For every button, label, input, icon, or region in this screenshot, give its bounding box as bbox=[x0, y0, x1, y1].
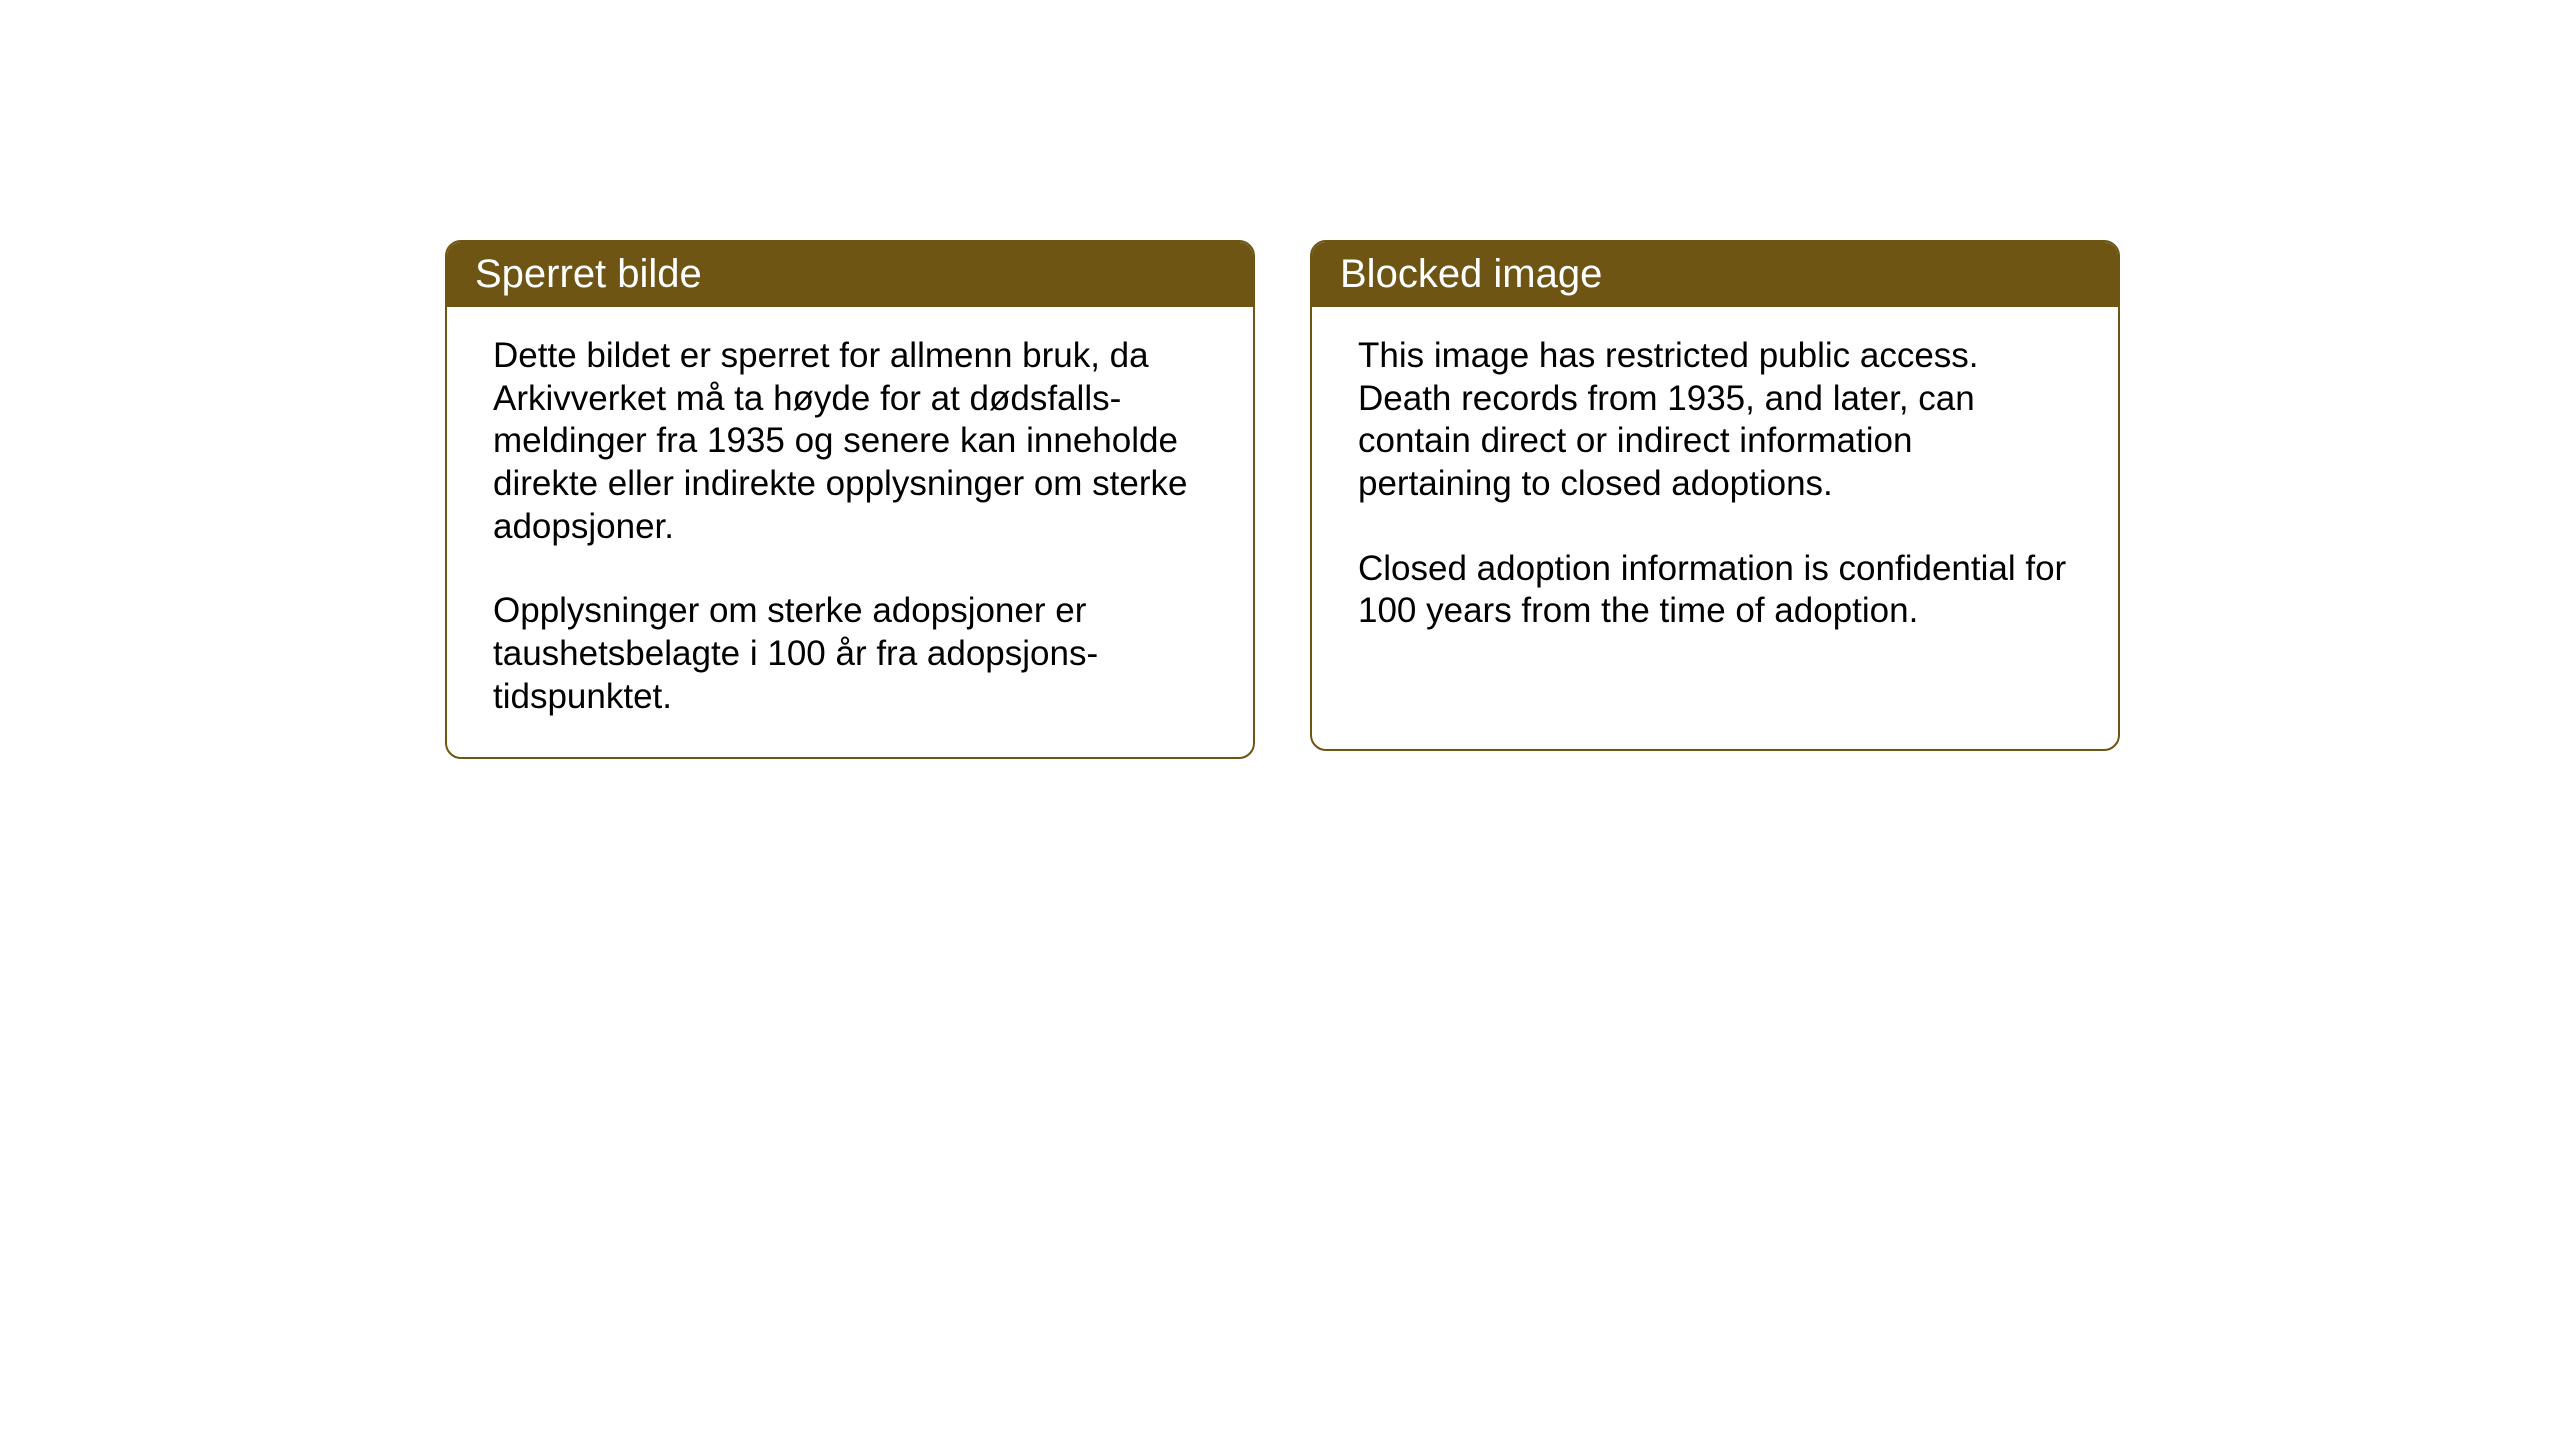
notice-card-english: Blocked image This image has restricted … bbox=[1310, 240, 2120, 751]
card-header-norwegian: Sperret bilde bbox=[447, 242, 1253, 307]
card-body-norwegian: Dette bildet er sperret for allmenn bruk… bbox=[447, 307, 1253, 757]
card-paragraph-norwegian-2: Opplysninger om sterke adopsjoner er tau… bbox=[493, 590, 1207, 718]
card-title-norwegian: Sperret bilde bbox=[475, 252, 702, 296]
notice-card-norwegian: Sperret bilde Dette bildet er sperret fo… bbox=[445, 240, 1255, 759]
card-header-english: Blocked image bbox=[1312, 242, 2118, 307]
card-body-english: This image has restricted public access.… bbox=[1312, 307, 2118, 671]
card-paragraph-english-1: This image has restricted public access.… bbox=[1358, 335, 2072, 506]
card-paragraph-norwegian-1: Dette bildet er sperret for allmenn bruk… bbox=[493, 335, 1207, 548]
card-title-english: Blocked image bbox=[1340, 252, 1602, 296]
card-paragraph-english-2: Closed adoption information is confident… bbox=[1358, 548, 2072, 633]
notice-container: Sperret bilde Dette bildet er sperret fo… bbox=[445, 240, 2120, 759]
